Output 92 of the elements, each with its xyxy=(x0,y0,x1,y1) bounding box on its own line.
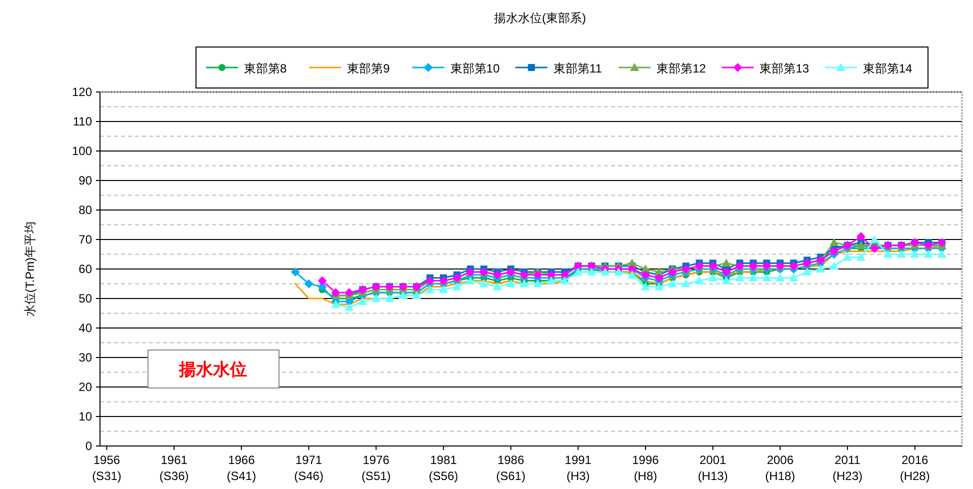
x-tick-label: 1976 (S51) xyxy=(361,453,391,483)
point xyxy=(412,291,422,300)
point xyxy=(910,250,920,258)
point xyxy=(452,282,462,290)
point xyxy=(344,288,354,298)
annotation: 揚水水位 xyxy=(178,360,247,379)
y-tick-label: 10 xyxy=(78,410,92,424)
point xyxy=(344,302,354,311)
x-tick-label: 1961 (S36) xyxy=(159,453,189,483)
legend-label: 東部第14 xyxy=(862,62,913,76)
chart-title: 揚水水位(東部系) xyxy=(494,11,586,25)
point xyxy=(640,270,650,280)
legend-label: 東部第13 xyxy=(760,62,810,76)
point xyxy=(304,279,314,288)
point xyxy=(385,294,394,302)
x-tick-label: 1986 (S61) xyxy=(496,453,526,483)
point xyxy=(722,258,731,267)
point xyxy=(533,279,542,288)
point xyxy=(789,273,798,282)
point xyxy=(331,300,340,308)
y-tick-label: 50 xyxy=(78,292,92,306)
point xyxy=(479,279,488,288)
point xyxy=(722,276,731,284)
point xyxy=(776,273,785,282)
point xyxy=(870,235,879,243)
point xyxy=(762,273,772,282)
point xyxy=(883,250,892,258)
point xyxy=(681,279,690,288)
y-tick-label: 110 xyxy=(72,114,92,128)
y-axis-title: 水位(T.Pm)年平均 xyxy=(23,221,37,317)
point xyxy=(856,252,866,261)
point xyxy=(735,273,744,282)
point xyxy=(924,250,933,258)
point xyxy=(856,232,866,242)
x-tick-label: 1956 (S31) xyxy=(92,453,122,483)
point xyxy=(640,282,650,290)
y-tick-label: 100 xyxy=(72,144,92,158)
point xyxy=(533,270,542,280)
point xyxy=(398,291,408,300)
y-tick-label: 60 xyxy=(78,262,92,276)
point xyxy=(587,267,596,276)
point xyxy=(722,267,731,276)
point xyxy=(318,276,327,286)
point xyxy=(290,267,300,276)
point xyxy=(425,285,434,294)
point xyxy=(331,288,340,298)
point xyxy=(372,294,381,302)
point xyxy=(358,296,368,305)
point xyxy=(628,270,637,278)
point xyxy=(830,246,839,256)
point xyxy=(937,250,946,258)
point xyxy=(574,267,583,276)
y-tick-label: 120 xyxy=(72,85,92,99)
y-tick-label: 20 xyxy=(78,380,92,394)
point xyxy=(694,276,704,284)
y-tick-label: 80 xyxy=(78,203,92,217)
point xyxy=(520,279,529,288)
point xyxy=(668,267,677,276)
point xyxy=(438,285,448,294)
y-tick-label: 30 xyxy=(78,350,92,364)
point xyxy=(830,262,839,270)
point xyxy=(896,250,906,258)
x-tick-label: 2001 (H13) xyxy=(698,453,728,483)
point xyxy=(668,279,677,288)
point xyxy=(466,276,475,284)
legend-label: 東部第11 xyxy=(553,62,602,76)
point xyxy=(506,279,516,288)
y-tick-label: 70 xyxy=(78,232,92,246)
point xyxy=(654,282,664,290)
legend-label: 東部第10 xyxy=(450,62,500,76)
x-tick-label: 2006 (H18) xyxy=(765,453,796,483)
point xyxy=(654,273,664,282)
legend-label: 東部第8 xyxy=(244,62,287,76)
point xyxy=(830,238,839,246)
x-tick-label: 1981 (S56) xyxy=(428,453,458,483)
y-tick-label: 0 xyxy=(85,439,92,453)
point xyxy=(802,267,812,276)
x-tick-label: 1991 (H3) xyxy=(564,453,592,483)
y-tick-label: 90 xyxy=(78,174,92,188)
legend-label: 東部第12 xyxy=(656,62,706,76)
x-tick-label: 1966 (S41) xyxy=(226,453,256,483)
point xyxy=(708,273,718,282)
point xyxy=(816,264,826,272)
x-tick-label: 2016 (H28) xyxy=(900,453,930,483)
x-tick-label: 1996 (H8) xyxy=(632,453,660,483)
point xyxy=(748,273,758,282)
x-tick-label: 2011 (H23) xyxy=(832,453,863,483)
legend-label: 東部第9 xyxy=(347,62,390,76)
point xyxy=(843,252,852,261)
x-tick-label: 1971 (S46) xyxy=(294,453,324,483)
y-tick-label: 40 xyxy=(78,321,92,335)
point xyxy=(492,282,502,290)
